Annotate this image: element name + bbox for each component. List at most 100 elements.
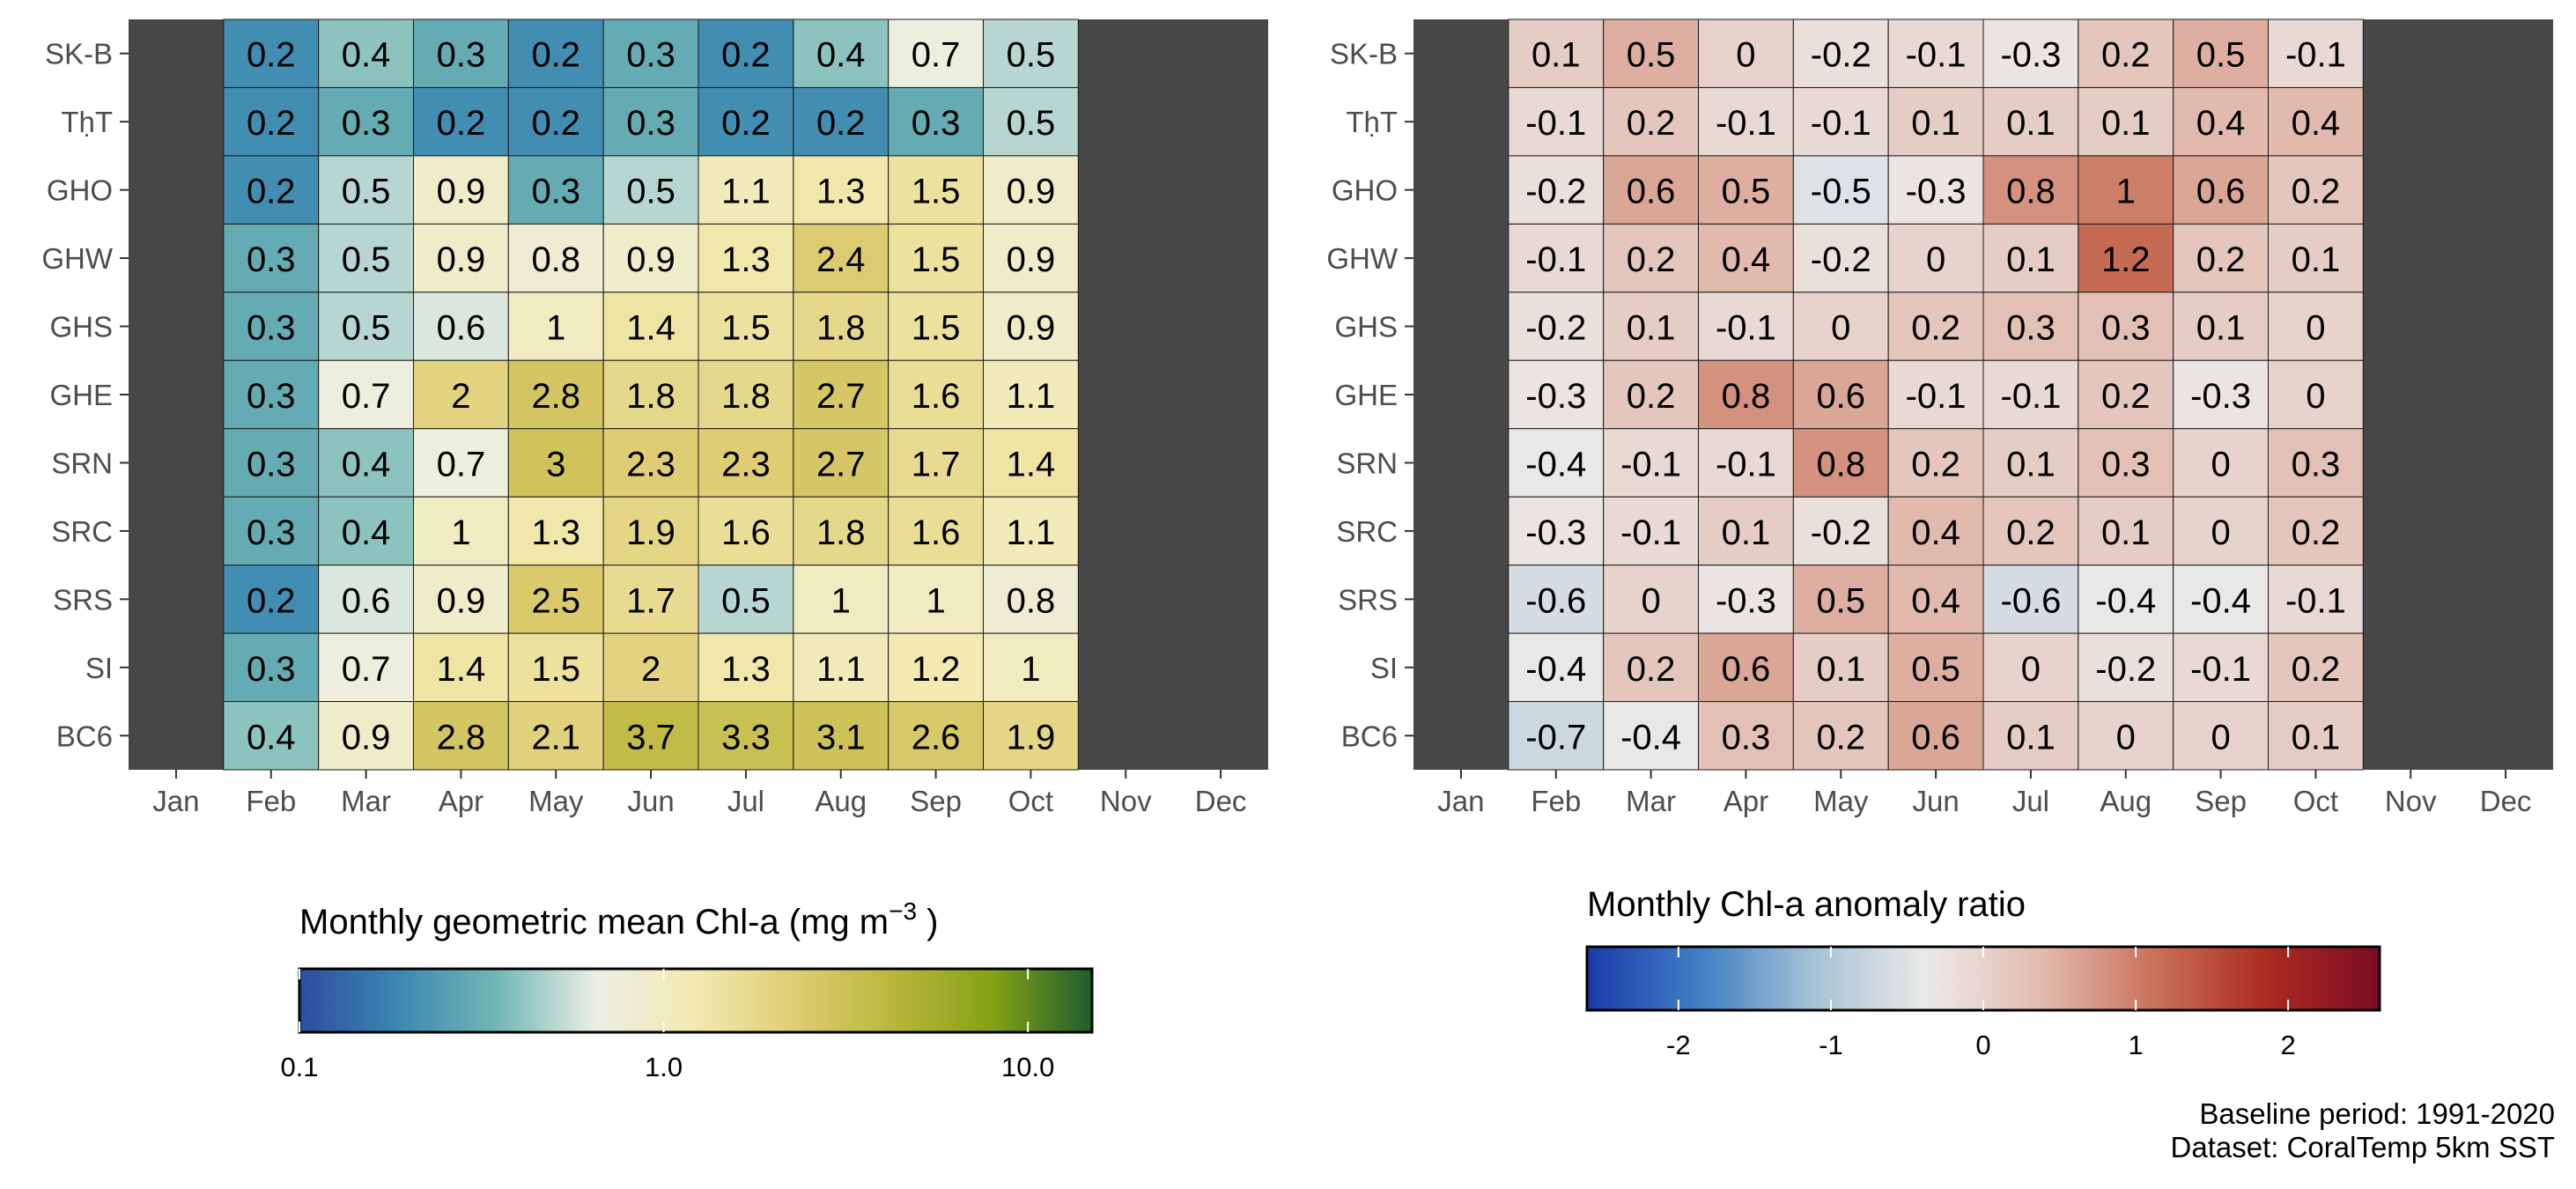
y-tick-label: GHE: [49, 379, 113, 411]
cell-label: 0.1: [1816, 650, 1865, 689]
heatmap-cell: [1698, 155, 1794, 225]
y-tick-label: GHW: [1326, 242, 1399, 275]
heatmap-cell: [507, 359, 604, 430]
heatmap-cell: [983, 701, 1079, 771]
heatmap-cell: [1792, 565, 1889, 634]
cell-label: 1.1: [1007, 513, 1056, 552]
heatmap-cell: [698, 632, 794, 703]
cell-label: 0.8: [1816, 445, 1865, 484]
heatmap-cell: [318, 155, 414, 225]
heatmap-cell: [793, 86, 889, 157]
colorbar: [298, 967, 1094, 1034]
heatmap-cell: [888, 701, 985, 771]
heatmap-cell: [983, 18, 1079, 88]
heatmap-cell: [223, 359, 320, 430]
cell-label: 0: [2306, 309, 2325, 348]
cell-label: 0.2: [1627, 377, 1676, 416]
cell-label: 2.1: [531, 718, 580, 757]
cell-label: 0.1: [2101, 513, 2151, 552]
heatmap-cell: [2078, 428, 2174, 498]
cell-label: 0.9: [1007, 173, 1056, 211]
cell-label: 0.9: [1007, 240, 1056, 279]
cell-label: 0.6: [2196, 173, 2246, 211]
heatmap-cell: [602, 496, 699, 566]
heatmap-cell: [1792, 428, 1889, 498]
cell-label: 0.3: [1722, 718, 1771, 757]
cell-label: -0.6: [1525, 581, 1586, 620]
cell-label: 0.6: [1911, 718, 1960, 757]
cell-label: 0.2: [247, 173, 296, 211]
cell-label: -0.7: [1525, 718, 1586, 757]
x-tick-label: May: [528, 785, 584, 817]
heatmap-cell: [1792, 359, 1889, 430]
cell-label: 2.7: [816, 445, 866, 484]
cell-label: 0.2: [1911, 445, 1960, 484]
heatmap-cell: [2268, 428, 2364, 498]
heatmap-cell: [2268, 565, 2364, 634]
x-tick-label: Aug: [815, 785, 867, 817]
cell-label: 1: [1021, 650, 1040, 689]
colorbar-title: Monthly geometric mean Chl-a (mg m−3 ): [299, 897, 938, 942]
cell-label: 0.2: [247, 104, 296, 143]
heatmap-cell: [413, 86, 509, 157]
heatmap-cell: [1603, 428, 1699, 498]
heatmap-cell: [983, 428, 1079, 498]
cell-label: 0.2: [247, 36, 296, 75]
heatmap-cell: [2173, 359, 2270, 430]
heatmap-cell: [1792, 701, 1889, 771]
x-tick-label: Jul: [727, 785, 764, 817]
heatmap-cell: [1792, 496, 1889, 566]
heatmap-cell: [2268, 223, 2364, 293]
cell-label: 1.5: [531, 650, 580, 689]
cell-label: 3.3: [721, 718, 771, 757]
cell-label: 0.6: [437, 309, 486, 348]
heatmap-cell: [888, 428, 985, 498]
heatmap-cell: [983, 632, 1079, 703]
y-tick-label: BC6: [56, 720, 113, 752]
y-tick-label: SI: [85, 652, 113, 684]
cell-label: 1.6: [912, 377, 961, 416]
cell-label: 0: [2211, 513, 2230, 552]
cell-label: -0.2: [1811, 36, 1871, 75]
cell-label: 0.3: [247, 377, 296, 416]
cell-label: 0.4: [1911, 513, 1960, 552]
cell-label: 0.2: [2292, 650, 2341, 689]
heatmap-cell: [602, 86, 699, 157]
cell-label: 0.2: [816, 104, 866, 143]
cell-label: 0.9: [1007, 309, 1056, 348]
cell-label: 0.6: [1627, 173, 1676, 211]
cell-label: 0.5: [1722, 173, 1771, 211]
cell-label: 0: [2116, 718, 2136, 757]
x-tick-label: Jan: [1437, 785, 1484, 817]
cell-label: 1.8: [626, 377, 675, 416]
y-tick-label: SRS: [53, 583, 113, 616]
heatmap-cell: [1698, 223, 1794, 293]
y-tick-label: SRC: [1336, 515, 1398, 548]
heatmap-cell: [223, 155, 320, 225]
cell-label: 0: [2211, 718, 2230, 757]
heatmap-cell: [1603, 18, 1699, 88]
heatmap-cell: [888, 155, 985, 225]
cell-label: 0.4: [1911, 581, 1960, 620]
cell-label: -0.1: [1906, 377, 1967, 416]
x-tick-label: Jan: [152, 785, 199, 817]
colorbar-tick-label: 10.0: [1001, 1052, 1054, 1082]
heatmap-cell: [983, 223, 1079, 293]
cell-label: 0.5: [2196, 36, 2246, 75]
cell-label: 0.3: [531, 173, 580, 211]
heatmap-cell: [1698, 496, 1794, 566]
baseline-note: Baseline period: 1991-2020: [2199, 1097, 2555, 1130]
cell-label: 0.4: [816, 36, 866, 75]
cell-label: 0.3: [247, 650, 296, 689]
heatmap-cell: [318, 428, 414, 498]
heatmap-cell: [1982, 18, 2079, 88]
heatmap-cell: [223, 632, 320, 703]
heatmap-cell: [2078, 632, 2174, 703]
heatmap-cell: [698, 359, 794, 430]
cell-label: 1.7: [912, 445, 961, 484]
cell-label: 2.3: [721, 445, 771, 484]
heatmap-cell: [507, 632, 604, 703]
cell-label: 0.8: [2006, 173, 2056, 211]
cell-label: 2: [451, 377, 470, 416]
cell-label: 0.2: [1627, 650, 1676, 689]
